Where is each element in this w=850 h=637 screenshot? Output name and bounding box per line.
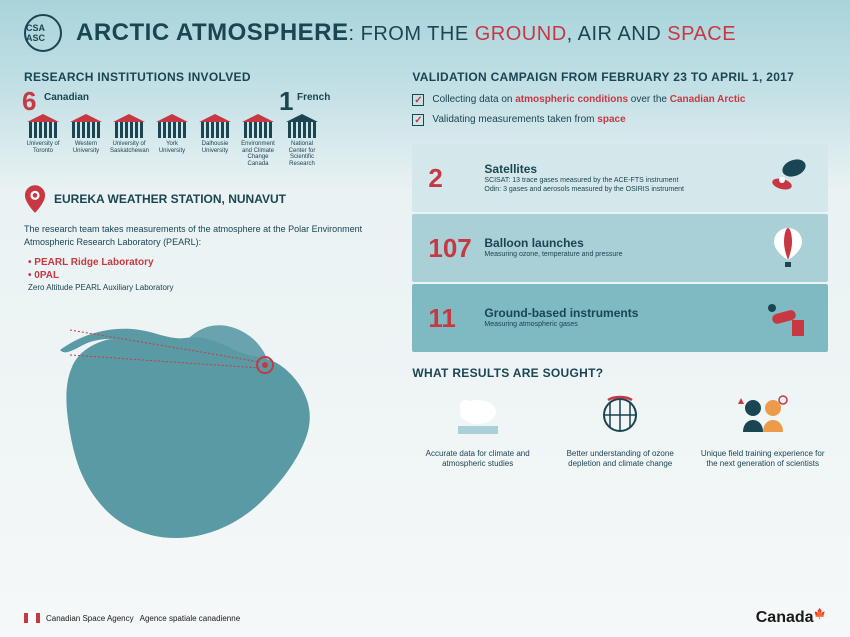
institutions-row: 6 Canadian University of Toronto Western…	[24, 94, 400, 167]
location-pin-icon	[24, 185, 46, 213]
main-title: ARCTIC ATMOSPHERE: FROM THE GROUND, AIR …	[76, 19, 736, 47]
institution: York University	[153, 114, 191, 167]
results-section: WHAT RESULTS ARE SOUGHT? Accurate data f…	[412, 366, 828, 470]
arctic-map	[20, 300, 400, 590]
footer: Canadian Space Agency Agence spatiale ca…	[0, 609, 850, 627]
institution: Dalhousie University	[196, 114, 234, 167]
french-group: 1 French National Center for Scientific …	[283, 94, 321, 167]
institutions-title: RESEARCH INSTITUTIONS INVOLVED	[24, 70, 400, 84]
header: CSA ASC ARCTIC ATMOSPHERE: FROM THE GROU…	[0, 0, 850, 60]
institution: Environment and Climate Change Canada	[239, 114, 277, 167]
labs-list: • PEARL Ridge Laboratory • 0PAL Zero Alt…	[28, 257, 400, 292]
institution: National Center for Scientific Research	[283, 114, 321, 167]
result-2: Better understanding of ozone depletion …	[555, 392, 686, 470]
polar-bear-icon	[448, 392, 508, 438]
results-title: WHAT RESULTS ARE SOUGHT?	[412, 366, 828, 380]
check-1: Collecting data on atmospheric condition…	[412, 94, 828, 106]
checkbox-icon	[412, 114, 424, 126]
institution: Western University	[67, 114, 105, 167]
balloon-icon	[764, 224, 812, 272]
title-sub: : FROM THE GROUND, AIR AND SPACE	[349, 23, 737, 45]
validation-checks: Collecting data on atmospheric condition…	[412, 94, 828, 126]
french-count: 1	[279, 86, 293, 117]
french-label: French	[297, 92, 330, 103]
title-main: ARCTIC ATMOSPHERE	[76, 19, 349, 46]
band-satellites: 2 SatellitesSCISAT: 13 trace gases measu…	[412, 144, 828, 212]
institution: University of Saskatchewan	[110, 114, 148, 167]
check-2: Validating measurements taken from space	[412, 114, 828, 126]
canadian-label: Canadian	[44, 92, 89, 103]
canadian-count: 6	[22, 86, 36, 117]
band-instruments: 11 Ground-based instrumentsMeasuring atm…	[412, 284, 828, 352]
validation-title: VALIDATION CAMPAIGN FROM FEBRUARY 23 TO …	[412, 70, 828, 84]
band-balloons: 107 Balloon launchesMeasuring ozone, tem…	[412, 214, 828, 282]
results-row: Accurate data for climate and atmospheri…	[412, 392, 828, 470]
instrument-icon	[764, 294, 812, 342]
scientists-icon	[733, 392, 793, 438]
band-num: 2	[428, 163, 472, 194]
result-1: Accurate data for climate and atmospheri…	[412, 392, 543, 470]
lab-2-sub: Zero Altitude PEARL Auxiliary Laboratory	[28, 283, 400, 292]
location-desc: The research team takes measurements of …	[24, 223, 400, 248]
band-num: 11	[428, 303, 472, 334]
right-column: VALIDATION CAMPAIGN FROM FEBRUARY 23 TO …	[408, 60, 840, 470]
canadian-group: 6 Canadian University of Toronto Western…	[24, 94, 277, 167]
institution: University of Toronto	[24, 114, 62, 167]
location-name: EUREKA WEATHER STATION, NUNAVUT	[54, 192, 286, 206]
result-3: Unique field training experience for the…	[697, 392, 828, 470]
band-num: 107	[428, 233, 472, 264]
stats-bands: 2 SatellitesSCISAT: 13 trace gases measu…	[412, 144, 828, 352]
checkbox-icon	[412, 94, 424, 106]
globe-icon	[590, 392, 650, 438]
lab-2: • 0PAL	[28, 270, 400, 281]
location-header: EUREKA WEATHER STATION, NUNAVUT	[24, 185, 400, 213]
lab-1: • PEARL Ridge Laboratory	[28, 257, 400, 268]
satellite-icon	[764, 154, 812, 202]
canada-wordmark: Canada🍁	[756, 609, 826, 627]
csa-logo: CSA ASC	[24, 14, 62, 52]
footer-agency: Canadian Space Agency Agence spatiale ca…	[24, 613, 240, 623]
canada-flag-icon	[24, 613, 40, 623]
